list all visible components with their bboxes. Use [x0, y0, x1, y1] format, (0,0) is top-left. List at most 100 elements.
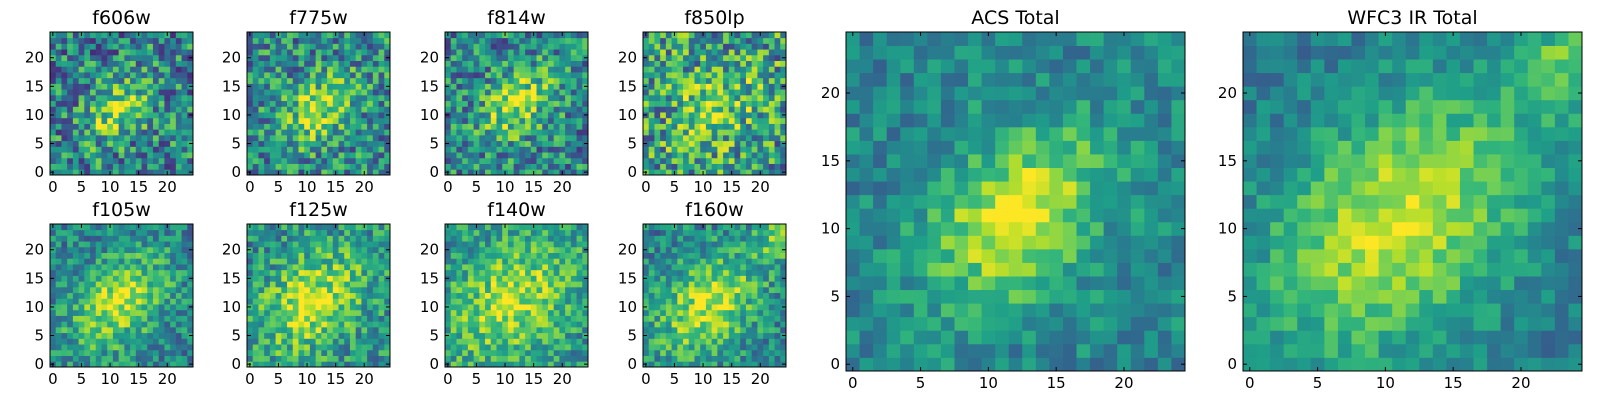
heatmap-cell [553, 66, 560, 73]
heatmap-cell [384, 117, 391, 124]
heatmap-cell [763, 100, 770, 107]
heatmap-cell [648, 37, 655, 44]
heatmap-cell [67, 112, 74, 119]
heatmap-cell [264, 264, 271, 271]
heatmap-cell [648, 355, 655, 362]
heatmap-cell [355, 326, 362, 334]
heatmap-cell [378, 269, 385, 276]
heatmap-cell [576, 146, 583, 153]
heatmap-cell [774, 321, 781, 328]
heatmap-cell [72, 169, 79, 176]
heatmap-cell [355, 275, 362, 282]
heatmap-cell [536, 349, 543, 356]
heatmap-cell [344, 326, 351, 334]
heatmap-cell [95, 315, 102, 322]
heatmap-cell [367, 140, 374, 147]
heatmap-cell [61, 163, 68, 170]
heatmap-cell [252, 49, 259, 56]
heatmap-cell [107, 229, 114, 236]
heatmap-cell [683, 315, 690, 322]
heatmap-cell [264, 275, 271, 282]
heatmap-cell [496, 286, 503, 294]
heatmap-cell [700, 275, 707, 282]
heatmap-cell [751, 169, 758, 176]
heatmap-cell [479, 344, 486, 351]
heatmap-cell [78, 309, 85, 316]
heatmap-cell [187, 349, 194, 356]
heatmap-cell [112, 72, 120, 79]
heatmap-cell [90, 123, 97, 130]
heatmap-cell [338, 315, 345, 322]
heatmap-cell [152, 344, 160, 351]
heatmap-cell [547, 89, 555, 96]
heatmap-cell [78, 83, 85, 90]
heatmap-cell [582, 355, 589, 362]
heatmap-cell [559, 72, 566, 79]
heatmap-cell [164, 43, 171, 50]
heatmap-cell [258, 315, 265, 322]
heatmap-cell [734, 72, 741, 79]
heatmap-cell [654, 134, 661, 142]
heatmap-cell [665, 89, 672, 96]
heatmap-cell [723, 344, 730, 351]
heatmap-cell [780, 72, 787, 79]
heatmap-cell [361, 89, 368, 96]
heatmap-cell [118, 315, 125, 322]
heatmap-cell [95, 83, 102, 90]
heatmap-cell [367, 117, 374, 124]
heatmap-cell [525, 269, 532, 276]
heatmap-cell [384, 281, 391, 288]
heatmap-cell [643, 129, 650, 136]
heatmap-cell [275, 269, 282, 276]
heatmap-cell [298, 140, 305, 147]
heatmap-cell [152, 94, 160, 102]
heatmap-cell [124, 106, 131, 113]
heatmap-cell [536, 134, 543, 142]
heatmap-cell [456, 100, 463, 107]
heatmap-cell [67, 163, 74, 170]
heatmap-cell [327, 344, 334, 351]
heatmap-cell [321, 349, 328, 356]
heatmap-cell [95, 298, 102, 305]
heatmap-cell [542, 49, 549, 56]
heatmap-cell [349, 264, 357, 271]
heatmap-cell [315, 100, 322, 107]
heatmap-cell [321, 355, 328, 362]
heatmap-cell [677, 152, 684, 159]
heatmap-cell [315, 235, 322, 242]
heatmap-cell [141, 100, 148, 107]
heatmap-cell [264, 298, 271, 305]
heatmap-cell [78, 134, 85, 142]
heatmap-cell [269, 134, 276, 142]
heatmap-cell [349, 321, 357, 328]
heatmap-cell [490, 49, 497, 56]
heatmap-cell [72, 338, 79, 345]
heatmap-cell [332, 146, 339, 153]
heatmap-cell [152, 258, 160, 265]
heatmap-cell [536, 258, 543, 265]
heatmap-cell [61, 326, 68, 334]
heatmap-cell [281, 54, 288, 61]
heatmap-cell [530, 281, 537, 288]
heatmap-cell [462, 134, 469, 142]
heatmap-cell [298, 224, 305, 231]
heatmap-cell [141, 309, 148, 316]
heatmap-cell [50, 77, 57, 84]
heatmap-cell [717, 43, 724, 50]
heatmap-cell [72, 157, 79, 164]
heatmap-cell [107, 264, 114, 271]
heatmap-cell [187, 298, 194, 305]
heatmap-cell [768, 66, 775, 73]
heatmap-cell [705, 152, 713, 159]
heatmap-cell [507, 292, 515, 299]
heatmap-cell [372, 332, 379, 339]
heatmap-cell [361, 229, 368, 236]
heatmap-cell [496, 112, 503, 119]
heatmap-cell [304, 264, 311, 271]
heatmap-cell [50, 349, 57, 356]
heatmap-cell [490, 83, 497, 90]
heatmap-cell [565, 129, 572, 136]
heatmap-cell [462, 349, 469, 356]
heatmap-cell [135, 292, 142, 299]
heatmap-cell [67, 269, 74, 276]
